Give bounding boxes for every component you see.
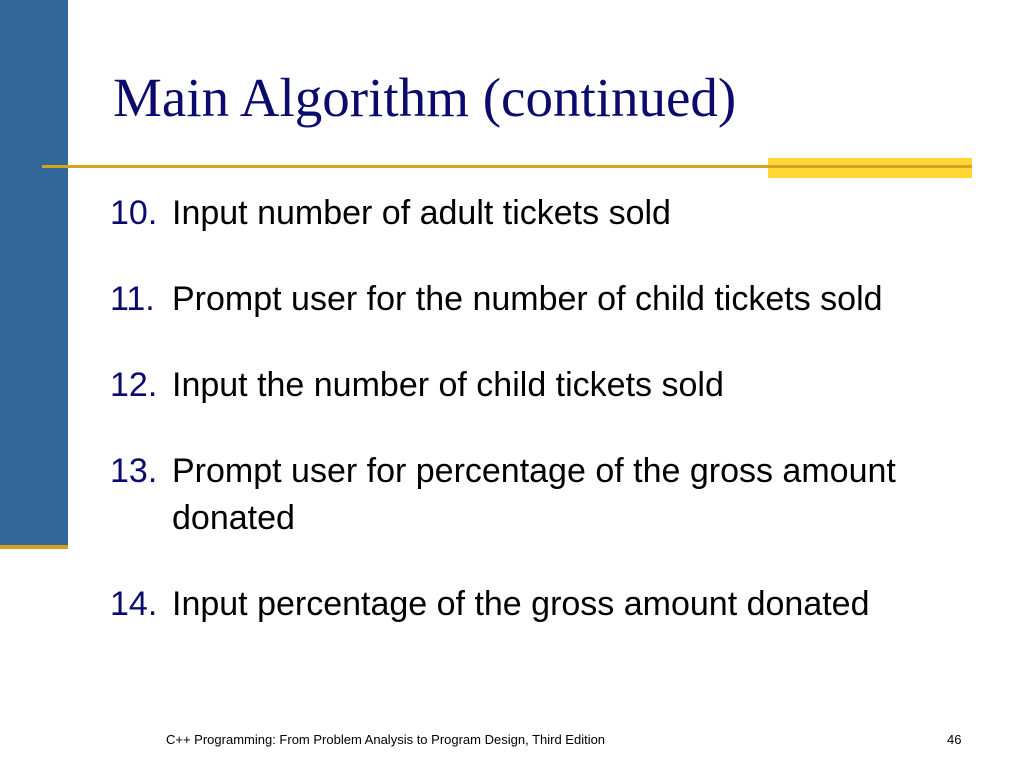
item-text: Prompt user for the number of child tick… [172,280,883,318]
list-item: 11. Prompt user for the number of child t… [110,276,932,323]
title-divider [42,165,972,168]
item-number: 14. [110,585,158,623]
list-item: 12. Input the number of child tickets sol… [110,362,932,409]
list-item: 14. Input percentage of the gross amount … [110,581,932,628]
item-text: Input percentage of the gross amount don… [172,585,870,623]
item-text: Prompt user for percentage of the gross … [172,452,896,537]
item-text: Input number of adult tickets sold [172,194,671,232]
item-text: Input the number of child tickets sold [172,366,724,404]
page-number: 46 [947,732,962,747]
list-item: 10. Input number of adult tickets sold [110,190,932,237]
slide-footer: C++ Programming: From Problem Analysis t… [166,732,606,747]
sidebar-decoration [0,0,68,549]
algorithm-list: 10. Input number of adult tickets sold 11… [110,190,932,667]
item-number: 11. [110,280,155,318]
item-number: 12. [110,366,158,404]
item-number: 10. [110,194,158,232]
list-item: 13. Prompt user for percentage of the gro… [110,448,932,542]
accent-bar [768,158,972,178]
slide-title: Main Algorithm (continued) [113,67,737,128]
item-number: 13. [110,452,158,490]
